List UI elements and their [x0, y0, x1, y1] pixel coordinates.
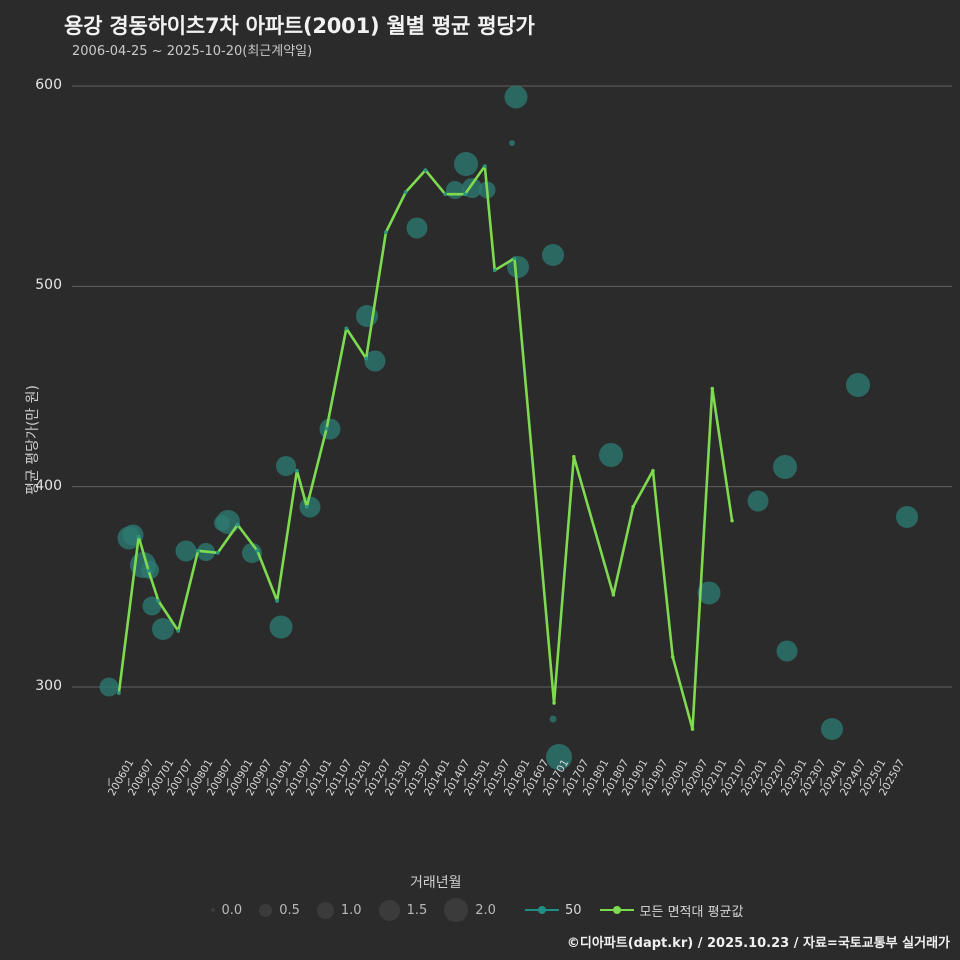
- series-marker: [215, 550, 220, 555]
- data-point-bubble[interactable]: [896, 506, 918, 528]
- data-bubbles: [99, 85, 918, 770]
- footer-credit: ©디아파트(dapt.kr) / 2025.10.23 / 자료=국토교통부 실…: [566, 936, 950, 951]
- series-marker: [730, 518, 734, 523]
- data-point-bubble[interactable]: [509, 140, 515, 146]
- series-marker: [364, 356, 368, 361]
- series-marker: [512, 256, 517, 261]
- data-point-bubble[interactable]: [773, 455, 797, 479]
- data-point-bubble[interactable]: [546, 744, 572, 770]
- page-subtitle: 2006-04-25 ~ 2025-10-20(최근계약일): [72, 44, 313, 59]
- y-tick-label: 400: [35, 477, 62, 494]
- series-marker: [255, 548, 260, 553]
- y-tick-label: 300: [35, 678, 62, 694]
- series-marker: [690, 727, 695, 731]
- series-marker: [146, 569, 151, 573]
- series-marker: [651, 468, 655, 473]
- data-point-bubble[interactable]: [364, 350, 386, 372]
- series-marker: [443, 192, 448, 196]
- x-axis-title: 거래년월: [410, 875, 462, 891]
- legend-series-label: 모든 면적대 평균값: [639, 904, 744, 920]
- legend-series-item[interactable]: 모든 면적대 평균값: [599, 901, 744, 920]
- series-marker: [235, 522, 240, 527]
- legend-size-label: 1.0: [340, 902, 362, 918]
- series-marker: [295, 468, 299, 473]
- series-marker: [572, 454, 576, 459]
- series-marker: [196, 548, 200, 553]
- series-marker: [710, 386, 715, 391]
- legend-bubble-icon: [444, 898, 469, 922]
- data-point-bubble[interactable]: [446, 181, 464, 199]
- legend-size-label: 2.0: [475, 902, 496, 918]
- series-marker: [305, 504, 309, 509]
- legend-bubble-icon: [316, 901, 334, 919]
- series-line-average[interactable]: [117, 164, 734, 731]
- legend-line-icon: [599, 904, 634, 916]
- series-marker: [423, 168, 428, 172]
- series-marker: [403, 190, 408, 194]
- y-tick-label: 600: [35, 77, 62, 93]
- gridlines: [72, 85, 952, 688]
- series-marker: [384, 230, 388, 235]
- data-point-bubble[interactable]: [242, 543, 262, 563]
- data-point-bubble[interactable]: [507, 256, 529, 278]
- data-point-bubble[interactable]: [406, 217, 428, 239]
- series-marker: [670, 655, 675, 659]
- legend-series-item[interactable]: 50: [524, 902, 582, 918]
- data-point-bubble[interactable]: [276, 456, 296, 476]
- legend-series-label: 50: [564, 902, 582, 918]
- series-marker: [117, 691, 121, 695]
- series-marker: [483, 164, 487, 168]
- series-marker: [136, 534, 141, 539]
- series-line-50[interactable]: [117, 165, 516, 695]
- x-tick-marks: [108, 778, 881, 786]
- series-marker: [463, 192, 467, 196]
- series-marker: [611, 593, 616, 597]
- series-marker: [631, 504, 635, 509]
- legend-size-item: 2.0: [444, 898, 496, 922]
- data-point-bubble[interactable]: [454, 152, 478, 176]
- data-point-bubble[interactable]: [152, 618, 174, 640]
- legend-bubble-icon: [378, 899, 400, 921]
- data-point-bubble[interactable]: [542, 244, 564, 266]
- data-point-bubble[interactable]: [269, 615, 293, 639]
- data-point-bubble[interactable]: [99, 677, 119, 697]
- series-marker: [324, 426, 329, 431]
- legend-bubble-icon: [210, 908, 215, 912]
- legend-size-label: 0.5: [279, 902, 300, 918]
- data-point-bubble[interactable]: [821, 718, 843, 740]
- y-tick-label: 500: [35, 277, 62, 294]
- legend-size-item: 0.0: [210, 902, 243, 918]
- legend-line-icon: [524, 904, 559, 916]
- legend-size-item: 0.5: [259, 903, 300, 918]
- legend-size-item: 1.0: [316, 901, 362, 919]
- series-marker: [176, 629, 181, 633]
- data-point-bubble[interactable]: [599, 443, 623, 467]
- series-marker: [552, 701, 556, 705]
- data-point-bubble[interactable]: [504, 85, 528, 109]
- data-point-bubble[interactable]: [319, 418, 341, 440]
- data-point-bubble[interactable]: [747, 490, 769, 512]
- legend-bubble-icon: [259, 903, 273, 917]
- page-title: 용강 경동하이츠7차 아파트(2001) 월별 평균 평당가: [64, 14, 535, 38]
- legend-size-label: 0.0: [221, 902, 243, 918]
- y-axis-title: 평균 평당가(만 원): [25, 385, 41, 495]
- data-point-bubble[interactable]: [299, 496, 321, 518]
- chart-legend: 0.0 0.5 1.0 1.5 2.0 50 모든 면적대 평균값: [0, 895, 960, 925]
- data-point-bubble[interactable]: [175, 540, 197, 562]
- data-point-bubble[interactable]: [549, 715, 557, 723]
- legend-size-item: 1.5: [378, 899, 428, 921]
- legend-size-label: 1.5: [406, 902, 428, 918]
- series-marker: [275, 599, 279, 603]
- data-point-bubble[interactable]: [846, 373, 870, 397]
- data-point-bubble[interactable]: [697, 581, 721, 605]
- data-point-bubble[interactable]: [776, 640, 798, 662]
- series-marker: [156, 599, 161, 603]
- series-marker: [492, 268, 497, 273]
- data-point-bubble[interactable]: [214, 515, 230, 531]
- series-marker: [344, 326, 349, 331]
